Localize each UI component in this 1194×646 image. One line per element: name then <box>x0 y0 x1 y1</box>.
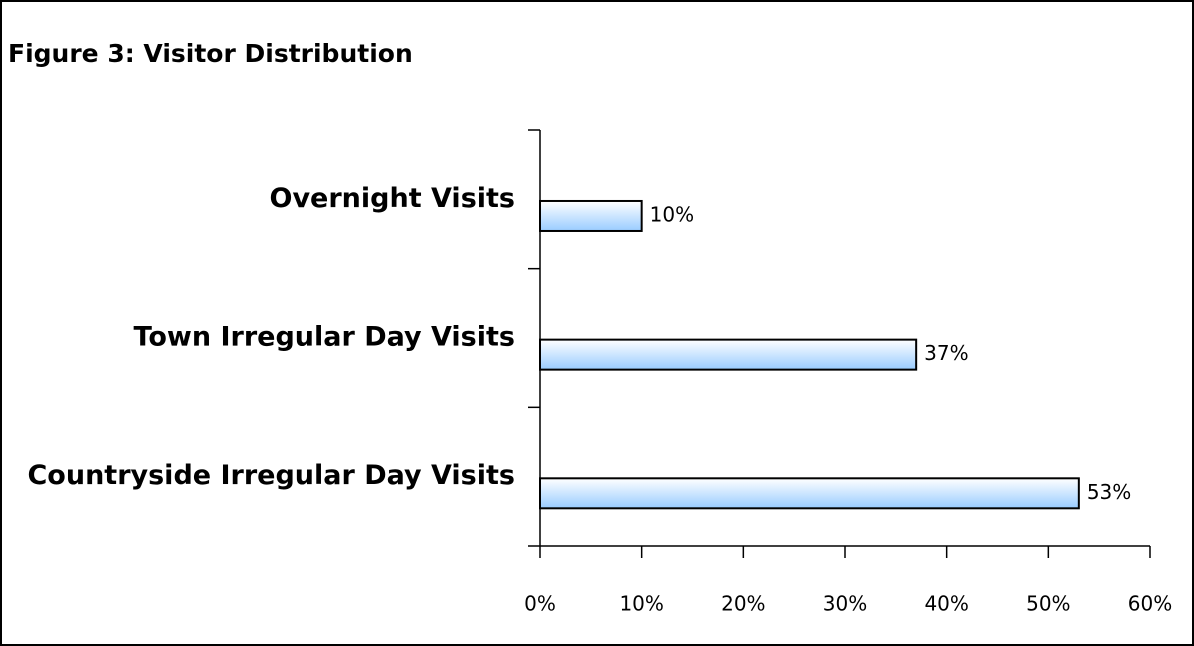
data-label: 10% <box>650 202 694 226</box>
x-tick-label: 0% <box>524 592 556 616</box>
x-tick-label: 60% <box>1128 592 1172 616</box>
bar <box>539 338 918 371</box>
chart-title: Figure 3: Visitor Distribution <box>8 39 413 68</box>
y-tick-label: Town Irregular Day Visits <box>134 322 515 353</box>
x-tick-label: 10% <box>619 592 663 616</box>
data-label: 53% <box>1087 480 1131 504</box>
x-tick-label: 20% <box>721 592 765 616</box>
bar <box>539 199 643 232</box>
data-label: 37% <box>924 341 968 365</box>
y-tick-label: Overnight Visits <box>270 183 516 214</box>
x-tick-label: 40% <box>924 592 968 616</box>
x-tick-label: 50% <box>1026 592 1070 616</box>
x-tick-label: 30% <box>823 592 867 616</box>
bar <box>539 477 1080 510</box>
y-tick-label: Countryside Irregular Day Visits <box>27 460 515 491</box>
